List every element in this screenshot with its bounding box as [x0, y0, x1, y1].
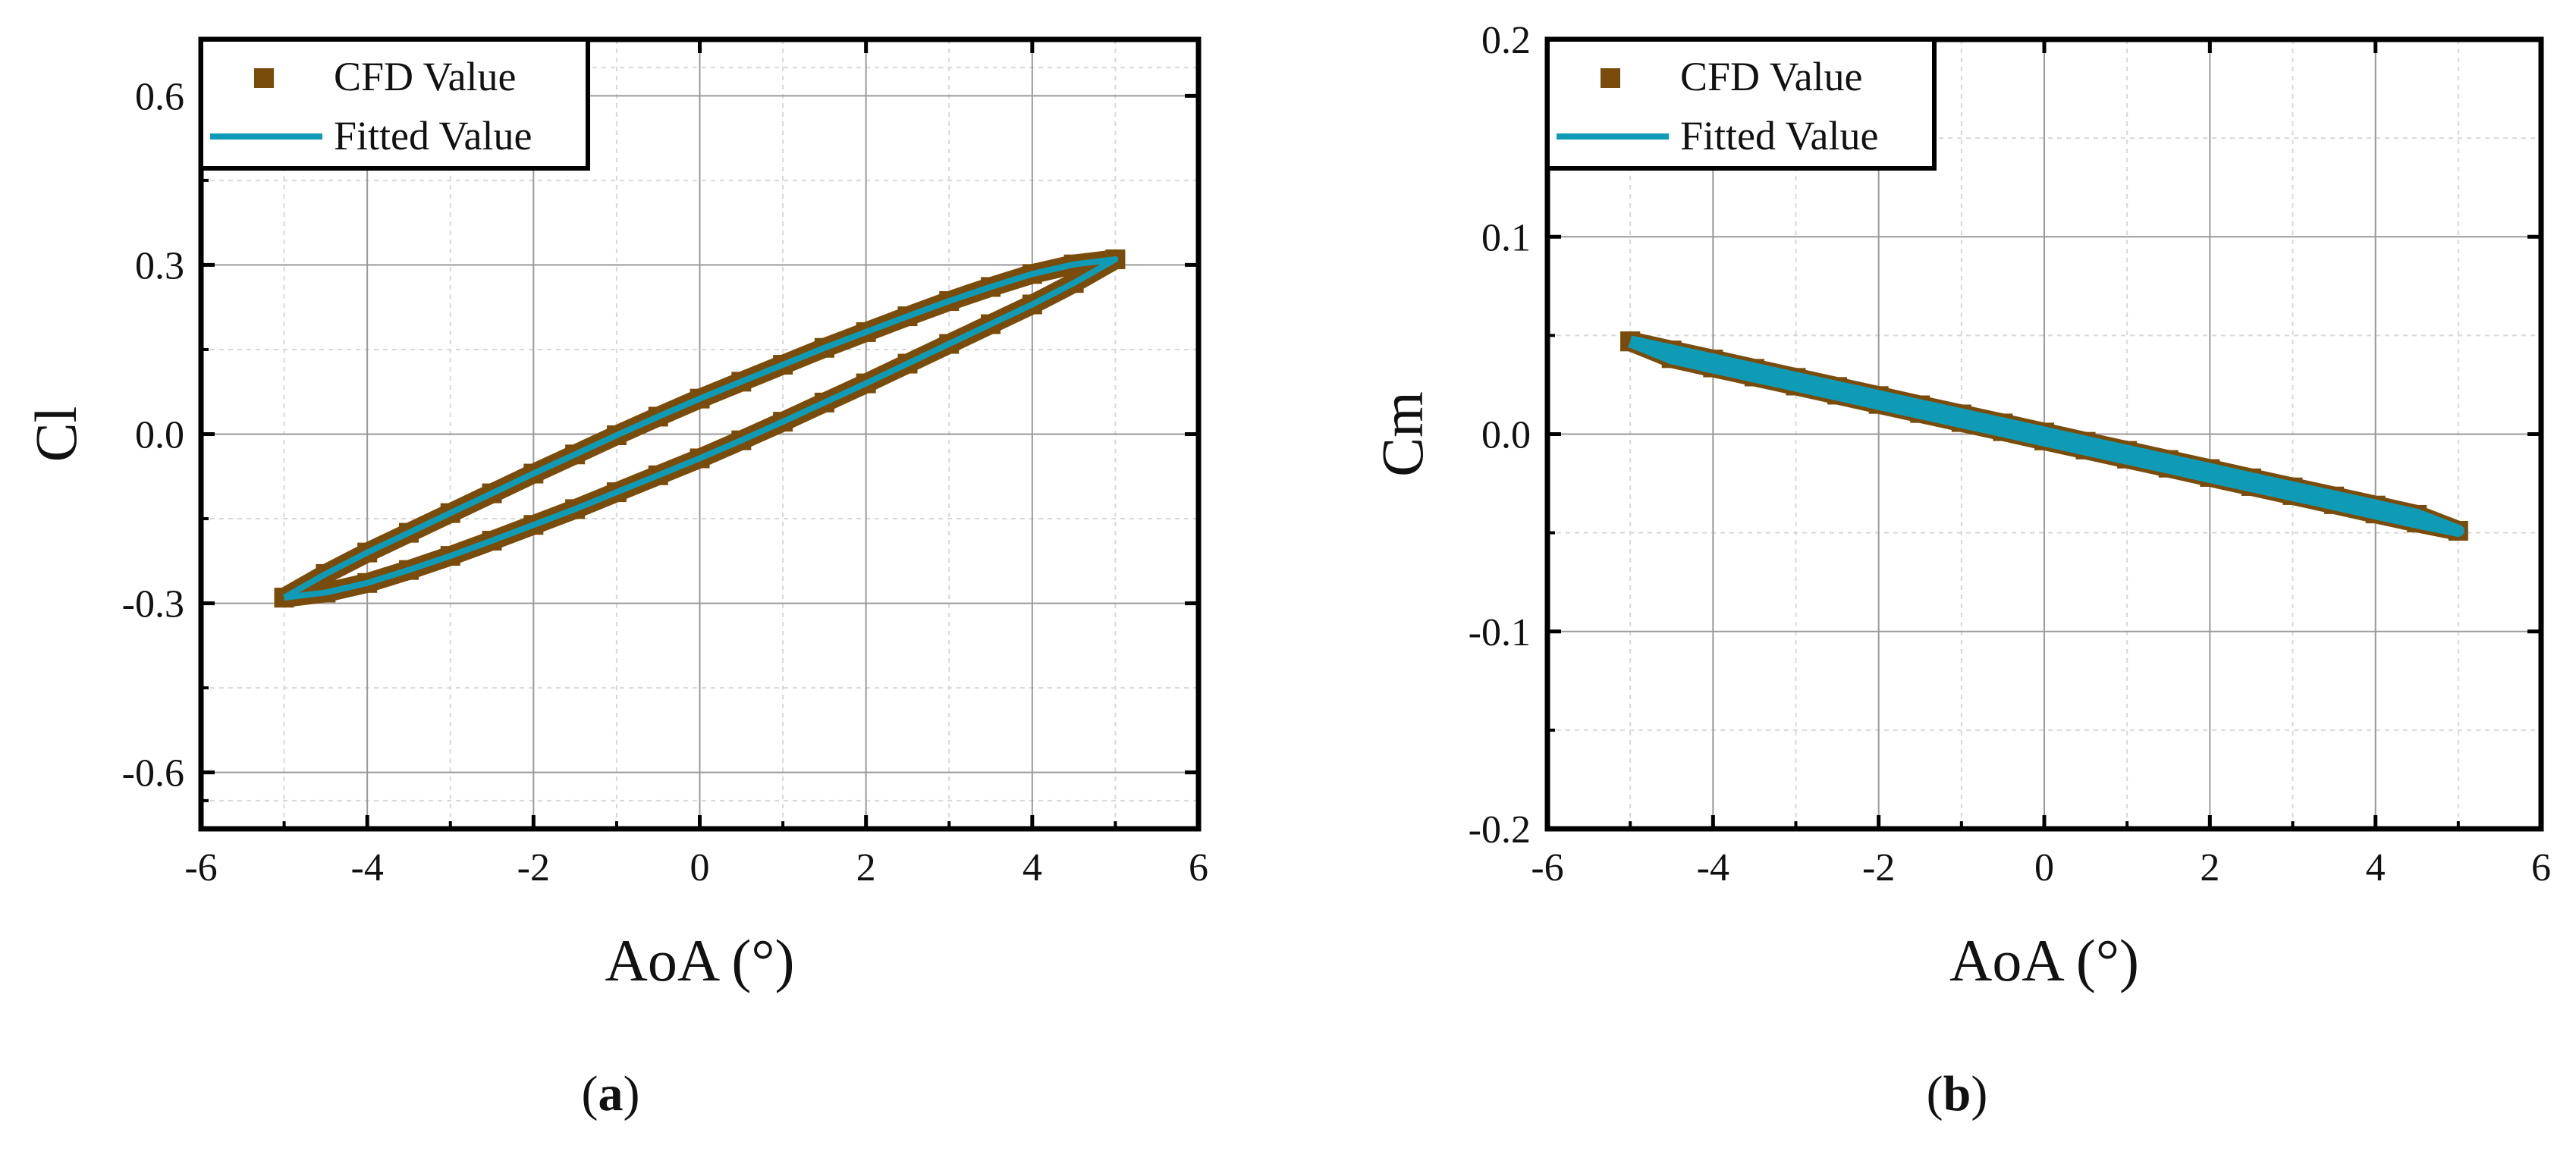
legend-box [1545, 37, 1937, 171]
chart-a: -6 -4 -2 0 2 4 6 -0.6 -0.3 0.0 0.3 0.6 AoA (°) Cl CFD … [23, 36, 1208, 993]
legend-cfd-label: CFD Value [334, 54, 517, 99]
caption-a-label: a [598, 1066, 624, 1122]
legend: CFD Value Fitted Value [1545, 37, 1937, 171]
caption-a-open: ( [581, 1066, 598, 1122]
grid [201, 39, 1198, 829]
y-tick-label: 0.0 [1481, 414, 1531, 457]
x-tick-label: 2 [2200, 846, 2219, 889]
y-tick-label: 0.0 [135, 414, 184, 457]
x-tick-label: -6 [184, 846, 217, 889]
x-tick-label: -4 [1697, 846, 1729, 889]
x-tick-label: -2 [517, 846, 550, 889]
x-tick-label: 4 [2366, 846, 2386, 889]
ticks: -6 -4 -2 0 2 4 6 -0.2 -0.1 0.0 0.1 0.2 [1469, 19, 2551, 889]
ticks: -6 -4 -2 0 2 4 6 -0.6 -0.3 0.0 0.3 0.6 [122, 39, 1208, 889]
fitted-line [1628, 335, 2464, 538]
x-tick-label: -6 [1531, 846, 1563, 889]
fitted-line [282, 256, 1119, 601]
y-tick-label: 0.1 [1481, 216, 1531, 259]
x-tick-label: 0 [690, 846, 710, 889]
caption-b-label: b [1943, 1066, 1971, 1122]
y-axis-label: Cm [1369, 391, 1435, 477]
x-tick-label: 4 [1023, 846, 1042, 889]
y-tick-label: -0.1 [1469, 611, 1531, 654]
y-tick-label: -0.3 [122, 583, 184, 626]
caption-b-open: ( [1926, 1066, 1943, 1122]
legend-cfd-marker [1601, 68, 1620, 88]
caption-b: (b) [1881, 1065, 2033, 1123]
legend-cfd-marker [254, 68, 274, 88]
y-tick-label: 0.6 [135, 75, 184, 118]
x-axis-label: AoA (°) [605, 927, 795, 993]
y-tick-label: 0.2 [1481, 19, 1531, 62]
x-tick-label: -4 [351, 846, 384, 889]
x-tick-label: -2 [1862, 846, 1895, 889]
caption-a-close: ) [623, 1066, 640, 1122]
x-tick-label: 0 [2034, 846, 2054, 889]
y-tick-label: 0.3 [135, 244, 184, 287]
caption-b-close: ) [1971, 1066, 1988, 1122]
legend-box [199, 37, 590, 171]
legend-fitted-label: Fitted Value [1680, 113, 1878, 158]
x-axis-label: AoA (°) [1949, 927, 2139, 993]
x-tick-label: 6 [1189, 846, 1208, 889]
y-axis-label: Cl [23, 406, 89, 463]
legend-fitted-label: Fitted Value [334, 113, 532, 158]
x-tick-label: 2 [856, 846, 876, 889]
x-tick-label: 6 [2531, 846, 2551, 889]
legend-cfd-label: CFD Value [1680, 54, 1863, 99]
legend: CFD Value Fitted Value [199, 37, 590, 171]
y-tick-label: -0.2 [1469, 808, 1531, 852]
y-tick-label: -0.6 [122, 752, 184, 795]
chart-b: -6 -4 -2 0 2 4 6 -0.2 -0.1 0.0 0.1 0.2 AoA (°) Cm CFD … [1369, 19, 2551, 993]
caption-a: (a) [535, 1065, 686, 1123]
